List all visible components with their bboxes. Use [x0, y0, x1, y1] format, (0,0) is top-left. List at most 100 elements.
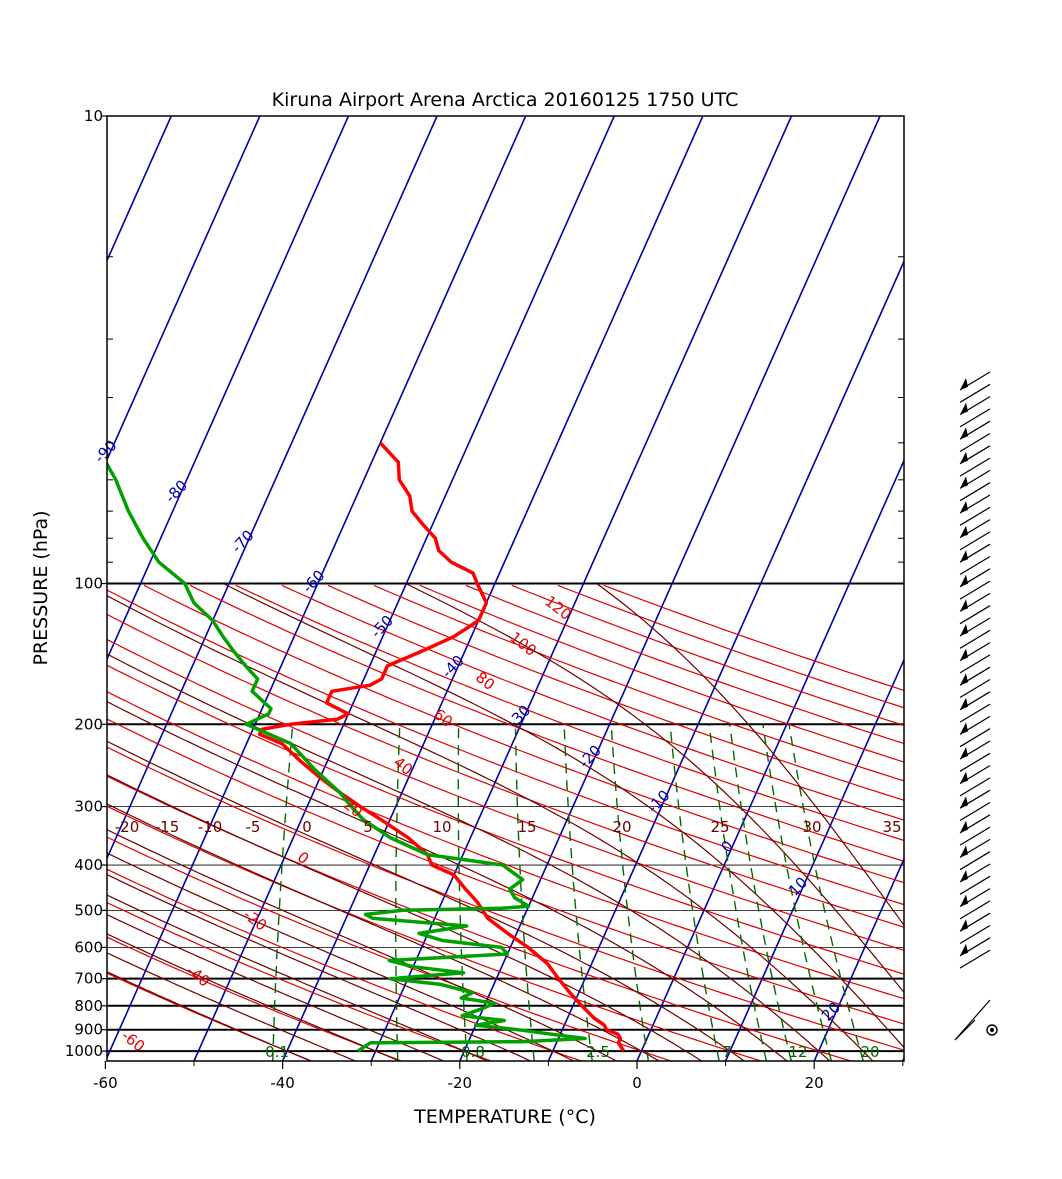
moist-adiabat-label: -5 — [246, 818, 261, 836]
moist-adiabat-line — [596, 583, 904, 927]
wind-barb — [959, 826, 991, 846]
dry-adiabat-line — [107, 589, 904, 906]
temperature-trace — [257, 441, 626, 1053]
wind-barb — [959, 678, 991, 699]
isotherm-line — [724, 657, 904, 1061]
y-tick-label: 800 — [74, 997, 103, 1015]
y-tick-label: 10 — [84, 107, 103, 125]
wind-barb-pennant — [960, 697, 968, 710]
mixing-ratio-line — [610, 724, 650, 1061]
dry-adiabat-line — [373, 584, 904, 782]
wind-barb — [959, 457, 991, 477]
dry-adiabat-line — [511, 584, 904, 727]
moist-adiabat-label: 30 — [802, 818, 821, 836]
wind-barb-pennant — [960, 747, 968, 759]
wind-barb-pennant — [960, 525, 968, 538]
isotherm-line — [902, 1056, 904, 1061]
moist-adiabat-label: 25 — [710, 818, 729, 836]
dry-adiabat-line — [419, 584, 904, 763]
mixing-ratio-line — [563, 724, 593, 1061]
isotherm-line — [636, 458, 904, 1061]
wind-barb — [959, 900, 991, 920]
wind-barb-pennant — [960, 501, 968, 513]
wind-barb — [959, 629, 991, 649]
calm-wind-circle — [986, 1024, 998, 1036]
isotherm-label: 0 — [717, 837, 737, 856]
dry-adiabat-label: 40 — [390, 753, 416, 779]
calm-wind-dot — [990, 1028, 994, 1032]
x-tick-label: -20 — [448, 1074, 473, 1092]
dry-adiabat-line — [107, 718, 904, 1025]
mixing-ratio-line — [514, 724, 535, 1061]
wind-barb-pennant — [960, 943, 968, 956]
dry-adiabat-label: -40 — [183, 961, 213, 990]
y-tick-label: 400 — [74, 856, 103, 874]
wind-barb — [959, 654, 991, 674]
moist-adiabat-label: -10 — [198, 818, 223, 836]
mixing-ratio-line — [669, 724, 720, 1061]
moist-adiabat-label: -20 — [115, 818, 140, 836]
dry-adiabat-line — [557, 584, 904, 709]
wind-barb-pennant — [960, 624, 968, 636]
y-tick-label: 300 — [74, 798, 103, 816]
moist-adiabat-label: 15 — [517, 818, 536, 836]
moist-adiabat-label: 20 — [612, 818, 631, 836]
wind-barb-pennant — [960, 427, 968, 440]
moist-adiabat-line — [405, 582, 904, 994]
dry-adiabat-line — [107, 868, 582, 1061]
wind-barb — [959, 875, 991, 895]
moist-adiabat-line — [107, 933, 400, 1061]
wind-barb-pennant — [960, 378, 968, 390]
dry-adiabat-line — [107, 936, 402, 1061]
isotherm-line — [107, 116, 350, 661]
wind-barb — [959, 924, 991, 945]
wind-barb-pennant — [960, 673, 968, 686]
y-tick-label: 500 — [74, 901, 103, 919]
wind-barb-pennant — [960, 820, 968, 833]
dry-adiabat-line — [107, 613, 904, 928]
dry-adiabat-line — [189, 584, 904, 862]
mixing-ratio-label: 12 — [788, 1043, 807, 1061]
wind-barb-pennant — [960, 451, 968, 464]
y-tick-label: 200 — [74, 715, 103, 733]
wind-barb — [959, 531, 991, 551]
moist-adiabat-line — [107, 653, 831, 1061]
moist-adiabat-label: 10 — [432, 818, 451, 836]
wind-barb — [959, 851, 991, 871]
wind-barb-pennant — [960, 574, 968, 587]
dry-adiabat-label: 100 — [506, 628, 540, 660]
moist-adiabat-line — [107, 852, 574, 1061]
mixing-ratio-line — [708, 724, 768, 1061]
dry-adiabat-line — [281, 584, 904, 821]
moist-adiabat-label: -15 — [155, 818, 180, 836]
moist-adiabat-label: 35 — [882, 818, 901, 836]
dewpoint-trace — [107, 460, 587, 1053]
wind-barb-pennant — [960, 402, 968, 415]
dry-adiabat-label: 60 — [430, 705, 456, 731]
isotherm-line — [813, 857, 904, 1061]
mixing-ratio-line — [395, 724, 401, 1061]
moist-adiabat-label: 5 — [363, 818, 373, 836]
wind-barb-pennant — [960, 894, 968, 907]
mixing-ratio-label: 2.5 — [586, 1043, 610, 1061]
wind-barb — [959, 605, 991, 625]
y-tick-label: 700 — [74, 970, 103, 988]
dry-adiabat-line — [107, 901, 492, 1061]
dry-adiabat-line — [107, 691, 904, 1000]
wind-barb — [959, 555, 991, 576]
wind-barb-pennant — [960, 648, 968, 661]
dry-adiabat-line — [465, 584, 904, 745]
wind-barb — [959, 408, 991, 428]
moist-adiabat-line — [107, 971, 312, 1061]
wind-barb — [959, 949, 991, 969]
plot-frame — [106, 115, 905, 1062]
isotherm-line — [107, 116, 527, 1060]
dry-adiabat-line — [235, 584, 904, 842]
wind-barb — [959, 728, 991, 748]
dry-adiabat-line — [603, 584, 904, 692]
moist-adiabat-line — [107, 873, 531, 1061]
wind-barb-pennant — [960, 919, 968, 932]
wind-barb-pennant — [960, 550, 968, 563]
wind-barb — [959, 580, 991, 600]
